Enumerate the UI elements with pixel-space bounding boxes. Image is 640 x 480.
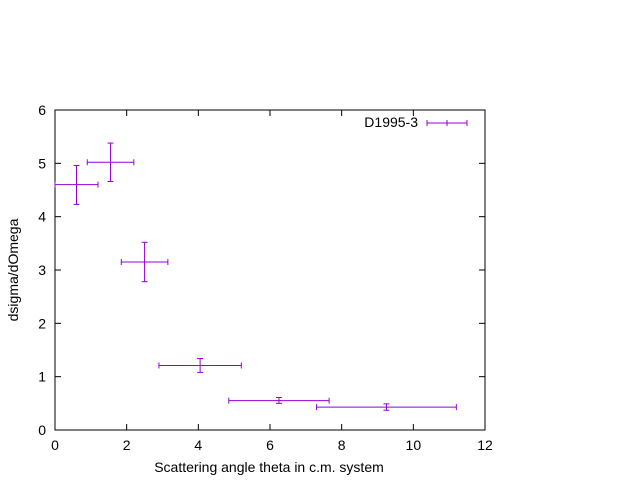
x-tick-label: 0 (51, 437, 59, 453)
plot-frame (54, 109, 486, 431)
y-tick-label: 2 (38, 315, 46, 331)
y-tick-label: 6 (38, 102, 46, 118)
y-axis-label: dsigma/dOmega (5, 218, 21, 321)
x-tick-label: 2 (123, 437, 131, 453)
y-tick-label: 3 (38, 262, 46, 278)
y-tick-label: 0 (38, 422, 46, 438)
legend: D1995-3 (364, 114, 468, 130)
data-points (54, 142, 457, 411)
axis-ticks (54, 109, 486, 431)
y-tick-label: 1 (38, 369, 46, 385)
y-tick-label: 4 (38, 209, 46, 225)
data-point (120, 241, 169, 283)
data-point (228, 396, 330, 404)
x-tick-label: 6 (266, 437, 274, 453)
x-tick-label: 12 (477, 437, 493, 453)
data-point (316, 403, 457, 411)
x-tick-label: 10 (406, 437, 422, 453)
x-tick-label: 8 (338, 437, 346, 453)
data-point (54, 164, 99, 205)
x-axis-label: Scattering angle theta in c.m. system (154, 459, 384, 475)
data-point (158, 358, 242, 373)
x-tick-label: 4 (194, 437, 202, 453)
y-tick-label: 5 (38, 155, 46, 171)
data-point (86, 142, 135, 182)
legend-label: D1995-3 (364, 114, 418, 130)
